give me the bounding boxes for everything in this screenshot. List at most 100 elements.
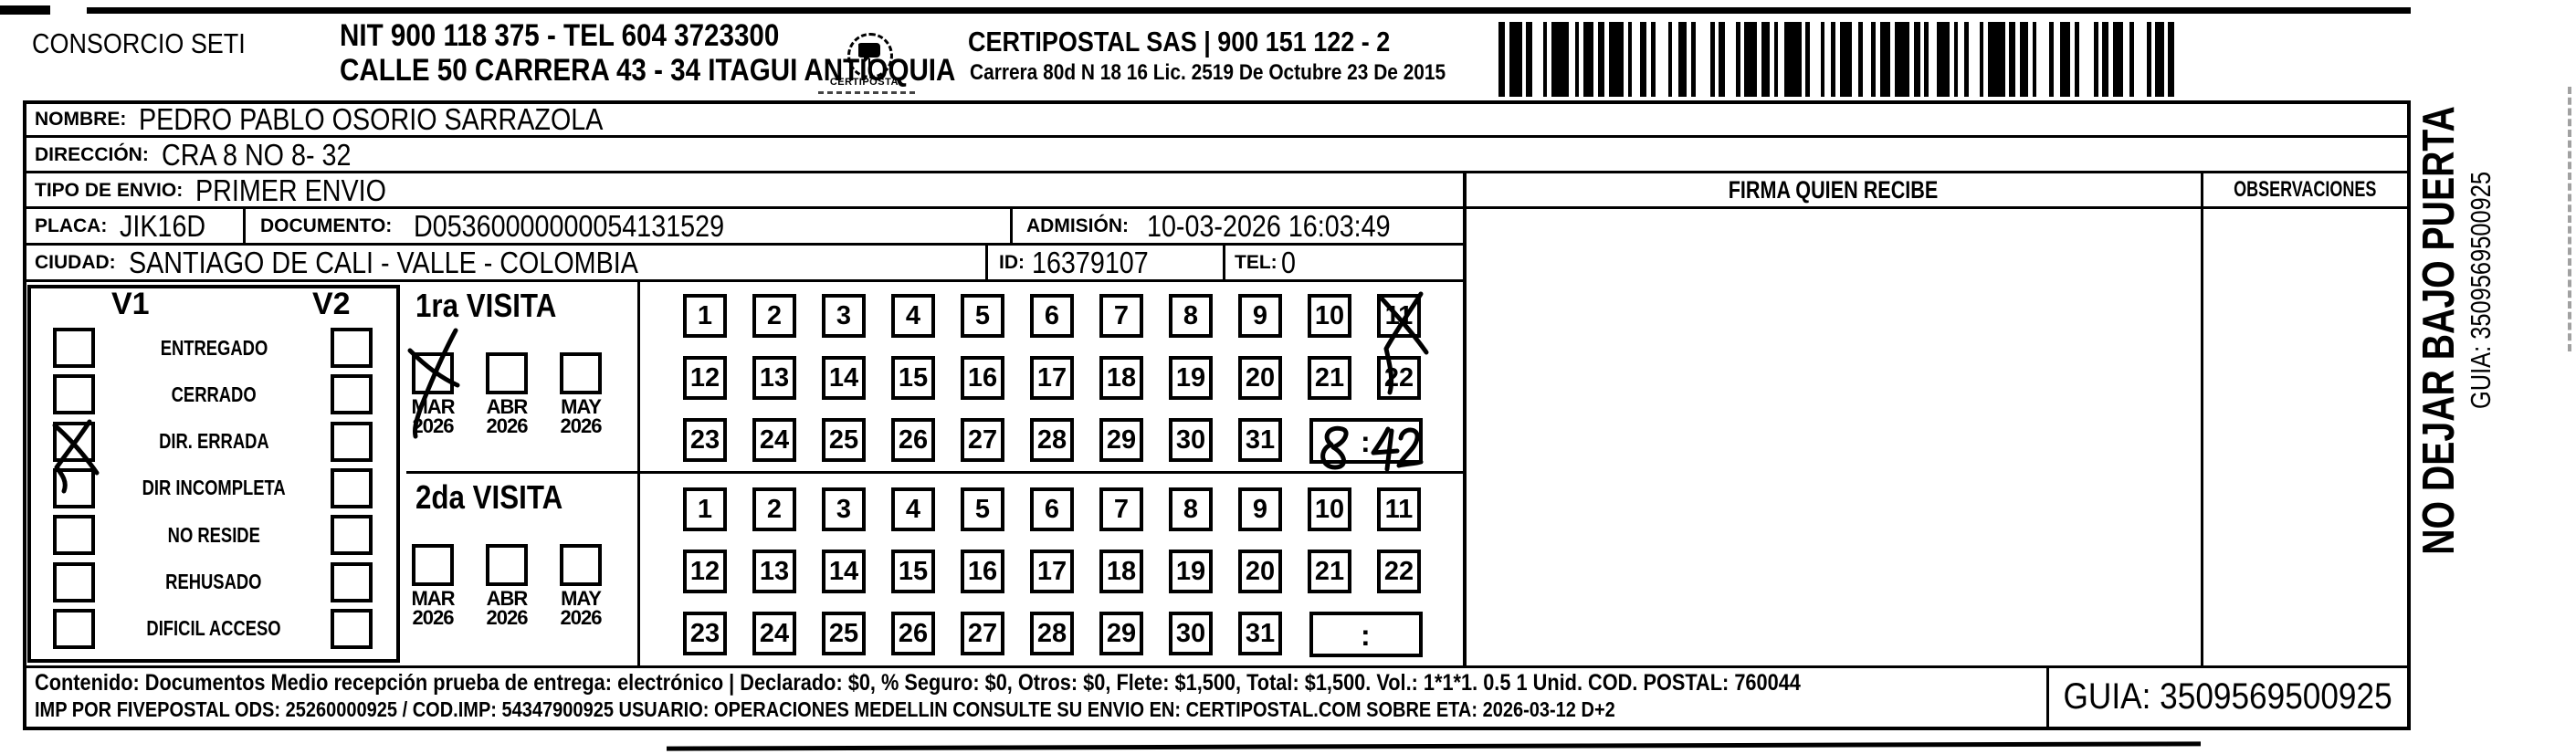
day-box[interactable]: 11 <box>1377 291 1429 395</box>
day-box[interactable]: 14 <box>822 550 866 593</box>
day-box[interactable]: 7 <box>1099 487 1143 531</box>
day-box[interactable]: 3 <box>822 294 866 338</box>
day-box[interactable]: 10 <box>1308 487 1351 531</box>
day-box[interactable]: 15 <box>891 550 935 593</box>
day-box[interactable]: 17 <box>1030 356 1074 400</box>
day-box[interactable]: 29 <box>1099 612 1143 655</box>
day-box[interactable]: 23 <box>683 612 727 655</box>
v1-checkbox[interactable] <box>53 328 95 368</box>
firma-cell[interactable] <box>1467 209 2201 665</box>
v1-checkbox[interactable] <box>53 608 95 649</box>
day-box[interactable]: 30 <box>1169 612 1213 655</box>
observaciones-cell[interactable] <box>2203 209 2407 665</box>
day-box[interactable]: 15 <box>891 356 935 400</box>
day-box[interactable]: 23 <box>683 418 727 462</box>
day-box[interactable]: 16 <box>961 550 1004 593</box>
month-checkbox[interactable] <box>407 328 460 439</box>
day-box[interactable]: 4 <box>891 487 935 531</box>
day-box[interactable]: 1 <box>683 487 727 531</box>
divider <box>23 243 1467 246</box>
day-box[interactable]: 5 <box>961 487 1004 531</box>
day-box[interactable]: 12 <box>683 550 727 593</box>
v1-checkbox[interactable] <box>52 419 100 494</box>
day-box[interactable]: 28 <box>1030 612 1074 655</box>
day-box[interactable]: 18 <box>1099 550 1143 593</box>
time-box[interactable]: : <box>1309 612 1423 657</box>
day-box[interactable]: 24 <box>752 612 796 655</box>
v2-checkbox[interactable] <box>331 515 373 556</box>
day-box[interactable]: 27 <box>961 418 1004 462</box>
v2-checkbox[interactable] <box>331 374 373 415</box>
day-box[interactable]: 1 <box>683 294 727 338</box>
day-box[interactable]: 30 <box>1169 418 1213 462</box>
v2-checkbox[interactable] <box>331 608 373 649</box>
day-box[interactable]: 13 <box>752 550 796 593</box>
status-box: V1 V2 ENTREGADO CERRADO DIR. ERRADA DIR INC… <box>27 285 400 663</box>
status-option-row: REHUSADO <box>53 561 374 603</box>
day-box[interactable]: 6 <box>1030 487 1074 531</box>
day-box[interactable]: 12 <box>683 356 727 400</box>
tel-cell: TEL: 0 <box>1235 246 1298 280</box>
day-box[interactable]: 2 <box>752 294 796 338</box>
day-box[interactable]: 28 <box>1030 418 1074 462</box>
day-box[interactable]: 4 <box>891 294 935 338</box>
day-box[interactable]: 3 <box>822 487 866 531</box>
day-box[interactable]: 21 <box>1308 550 1351 593</box>
day-row: 12 13 14 15 16 17 18 19 20 21 22 <box>683 550 1423 593</box>
month-checkbox[interactable] <box>486 352 528 394</box>
day-box[interactable]: 17 <box>1030 550 1074 593</box>
day-box[interactable]: 22 <box>1377 550 1421 593</box>
day-box[interactable]: 31 <box>1238 612 1282 655</box>
ciudad-cell: CIUDAD: SANTIAGO DE CALI - VALLE - COLOM… <box>35 246 714 280</box>
v2-checkbox[interactable] <box>331 561 373 602</box>
second-visit-title: 2da VISITA <box>415 478 563 516</box>
day-box[interactable]: 8 <box>1169 294 1213 338</box>
v1-checkbox[interactable] <box>53 374 95 415</box>
day-box[interactable]: 19 <box>1169 550 1213 593</box>
time-box[interactable]: : <box>1309 418 1424 472</box>
divider <box>1463 171 1467 668</box>
day-box[interactable]: 25 <box>822 612 866 655</box>
v1-checkbox[interactable] <box>53 561 95 602</box>
certipostal-logo-icon <box>847 33 893 79</box>
company-address-line: Carrera 80d N 18 16 Lic. 2519 De Octubre… <box>970 60 1446 85</box>
first-visit-title: 1ra VISITA <box>415 287 557 324</box>
day-box[interactable]: 7 <box>1099 294 1143 338</box>
day-box[interactable]: 9 <box>1238 487 1282 531</box>
day-box[interactable]: 29 <box>1099 418 1143 462</box>
day-box[interactable]: 22 <box>1377 356 1421 400</box>
day-box[interactable]: 9 <box>1238 294 1282 338</box>
v1-checkbox[interactable] <box>53 467 95 508</box>
day-box[interactable]: 20 <box>1238 356 1282 400</box>
v1-checkbox[interactable] <box>53 515 95 556</box>
divider <box>23 665 2411 668</box>
day-box[interactable]: 31 <box>1238 418 1282 462</box>
month-checkbox[interactable] <box>560 544 602 586</box>
month-checkbox[interactable] <box>560 352 602 394</box>
day-box[interactable]: 2 <box>752 487 796 531</box>
day-box[interactable]: 8 <box>1169 487 1213 531</box>
day-box[interactable]: 18 <box>1099 356 1143 400</box>
day-box[interactable]: 20 <box>1238 550 1282 593</box>
day-box[interactable]: 16 <box>961 356 1004 400</box>
day-box[interactable]: 27 <box>961 612 1004 655</box>
day-box[interactable]: 13 <box>752 356 796 400</box>
day-box[interactable]: 6 <box>1030 294 1074 338</box>
v2-checkbox[interactable] <box>331 421 373 462</box>
day-box[interactable]: 26 <box>891 612 935 655</box>
day-box[interactable]: 11 <box>1377 487 1421 531</box>
day-box[interactable]: 26 <box>891 418 935 462</box>
v2-checkbox[interactable] <box>331 328 373 368</box>
month-checkbox[interactable] <box>412 544 454 586</box>
day-box[interactable]: 10 <box>1308 294 1351 338</box>
day-box[interactable]: 14 <box>822 356 866 400</box>
day-box[interactable]: 19 <box>1169 356 1213 400</box>
day-box[interactable]: 21 <box>1308 356 1351 400</box>
day-box[interactable]: 5 <box>961 294 1004 338</box>
day-box[interactable]: 24 <box>752 418 796 462</box>
v2-checkbox[interactable] <box>331 467 373 508</box>
day-box[interactable]: 25 <box>822 418 866 462</box>
time-separator: : <box>1361 619 1371 652</box>
month-checkbox[interactable] <box>486 544 528 586</box>
